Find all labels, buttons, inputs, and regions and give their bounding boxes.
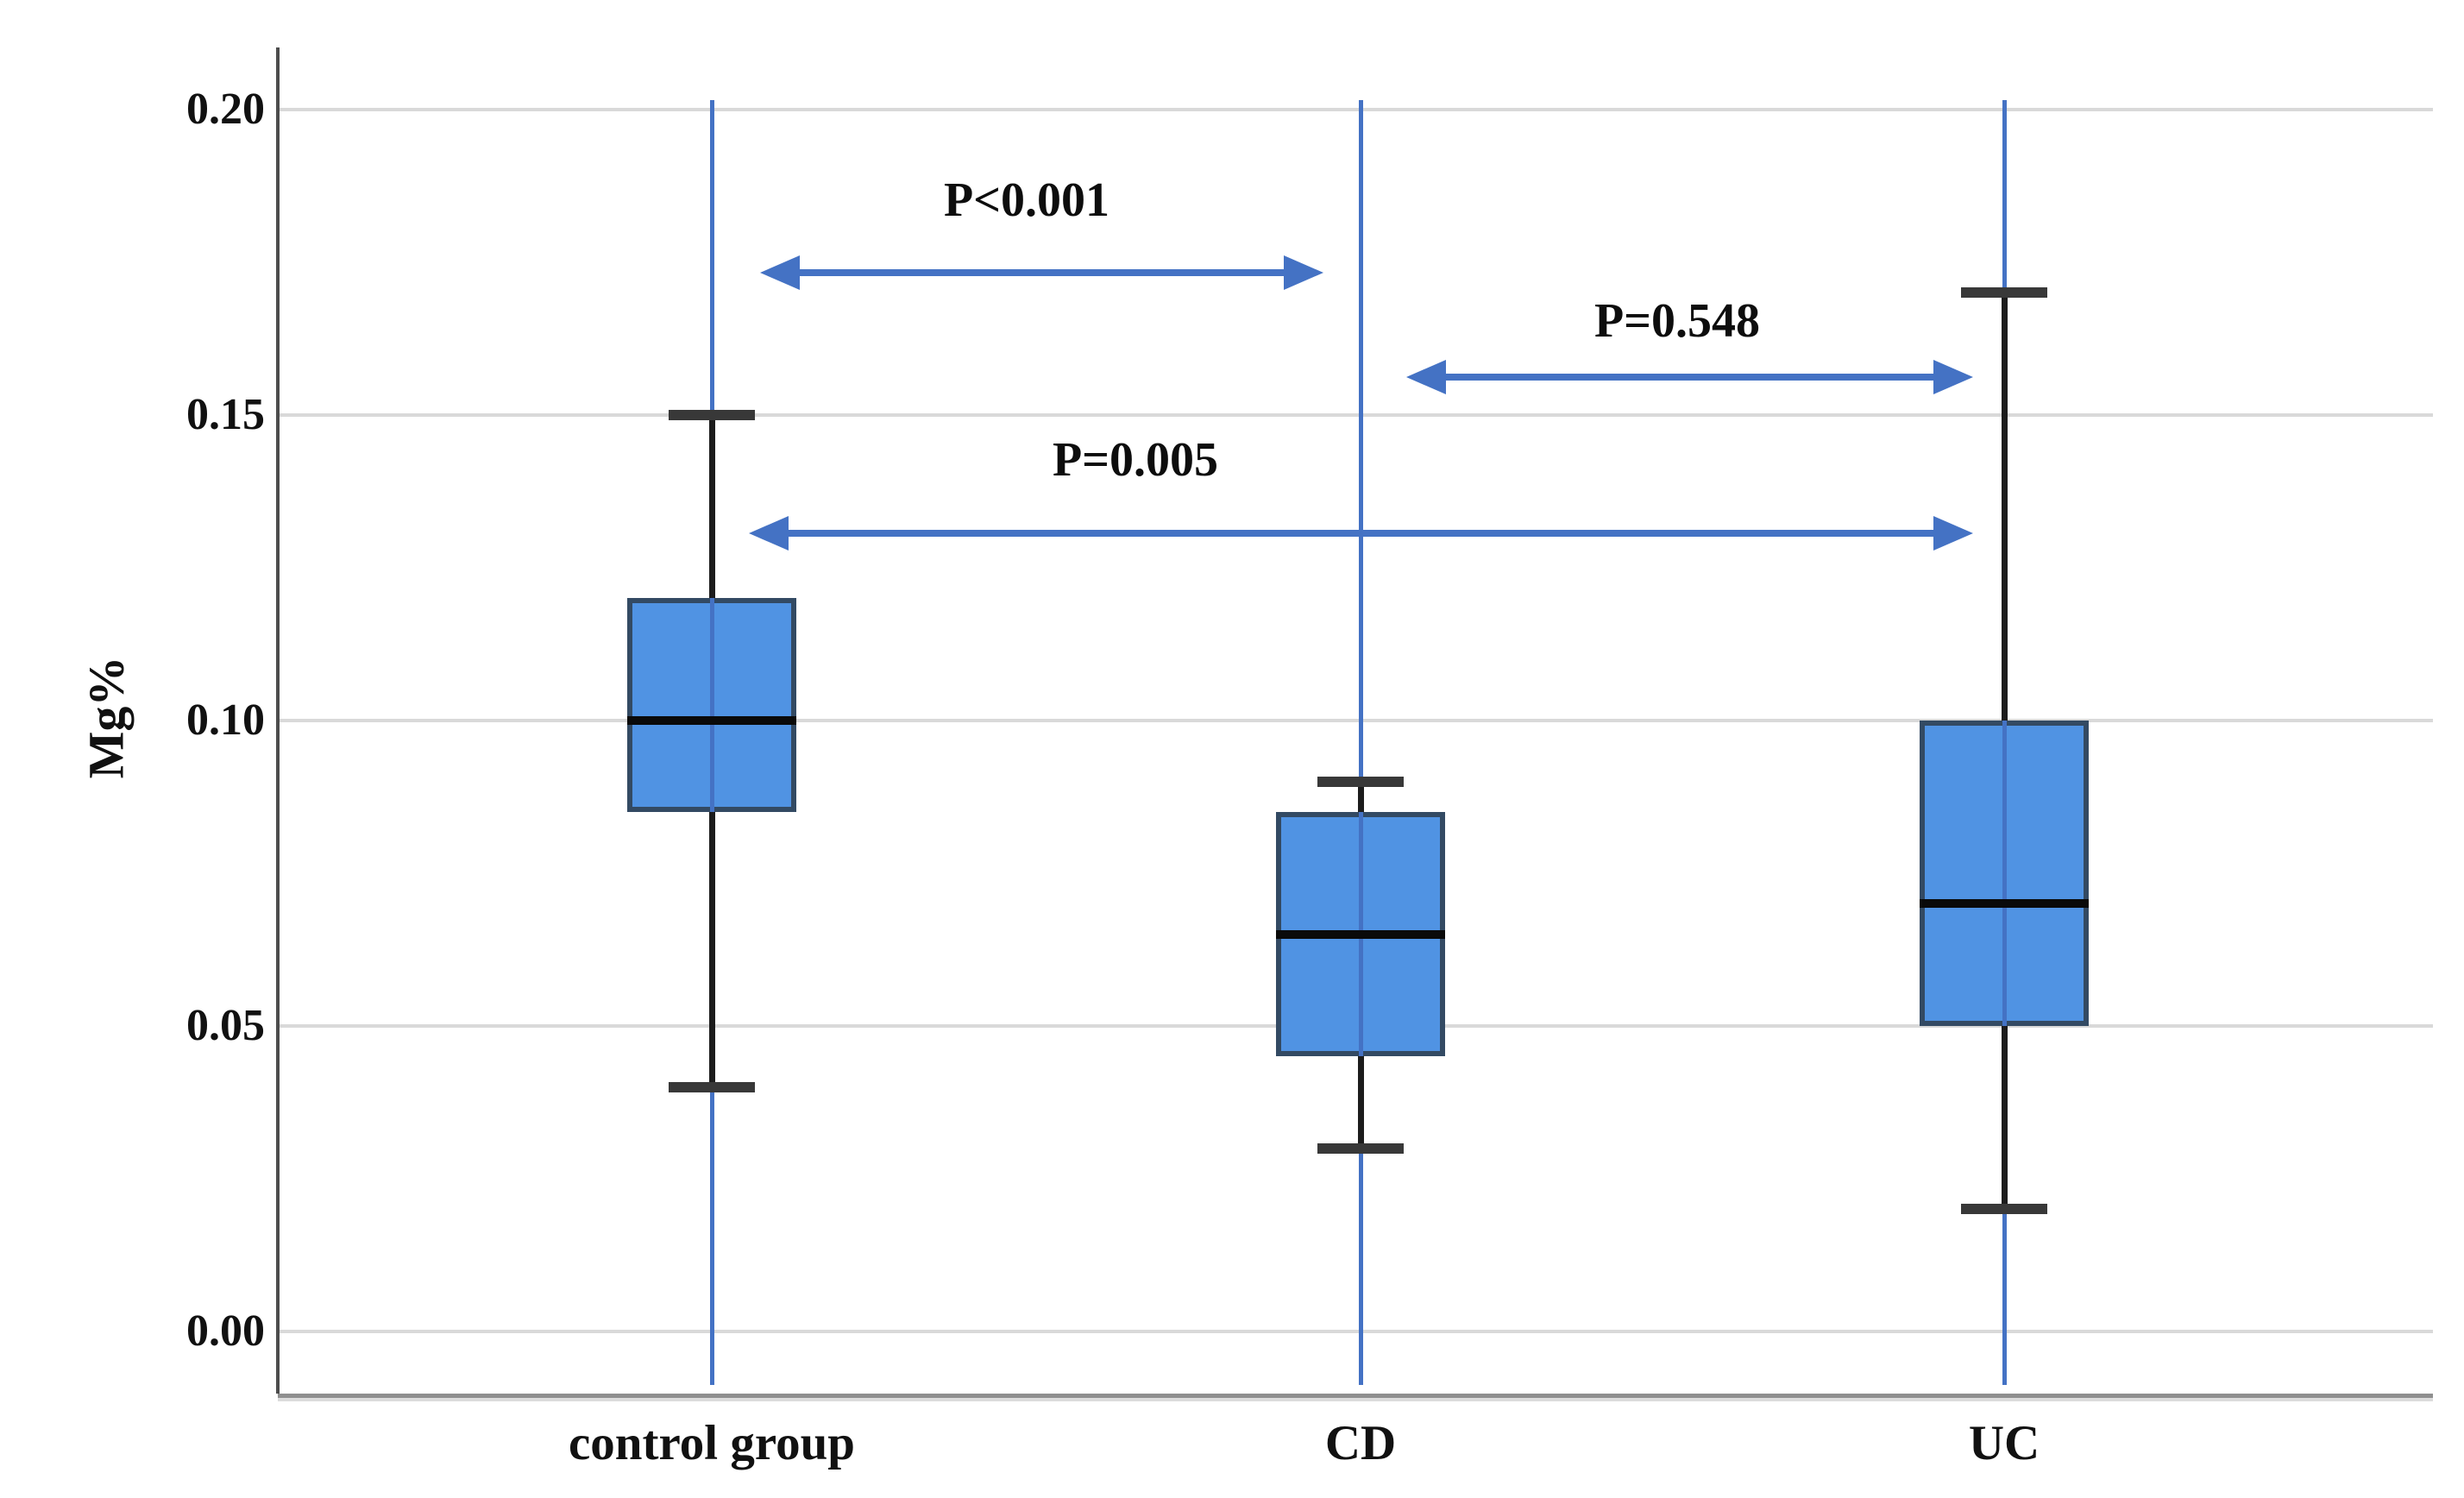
lower-whisker-cap (1961, 1204, 2047, 1215)
arrow-shaft (780, 530, 1942, 537)
pvalue-label: P=0.005 (1052, 433, 1219, 487)
median-line (627, 716, 796, 725)
upper-whisker-line (1358, 781, 1364, 813)
arrow-head-left-icon (749, 516, 789, 551)
category-axis-line (710, 100, 714, 1385)
category-axis-line (2002, 100, 2007, 1385)
upper-whisker-cap (1961, 287, 2047, 299)
arrow-head-right-icon (1933, 516, 1973, 551)
gridline (278, 1330, 2433, 1333)
upper-whisker-cap (1317, 776, 1404, 787)
x-axis-line (278, 1394, 2433, 1398)
arrow-head-left-icon (1406, 360, 1446, 394)
lower-whisker-line (2002, 1026, 2008, 1210)
arrow-shaft (1437, 374, 1942, 381)
pvalue-arrow (1406, 360, 1973, 394)
y-axis-line (276, 47, 280, 1394)
arrow-head-right-icon (1284, 255, 1323, 290)
pvalue-label: P=0.548 (1593, 294, 1761, 348)
pvalue-arrow (749, 516, 1973, 551)
arrow-head-left-icon (760, 255, 800, 290)
category-axis-line (1359, 100, 1363, 1385)
y-tick-label: 0.00 (186, 1306, 265, 1356)
upper-whisker-line (2002, 293, 2008, 721)
arrow-head-right-icon (1933, 360, 1973, 394)
y-tick-label: 0.10 (186, 696, 265, 745)
pvalue-label: P<0.001 (943, 173, 1110, 227)
median-line (1276, 929, 1445, 939)
lower-whisker-line (709, 812, 715, 1087)
y-tick-label: 0.15 (186, 390, 265, 439)
arrow-shaft (791, 269, 1292, 276)
x-category-label: UC (1968, 1416, 2040, 1470)
upper-whisker-cap (669, 410, 755, 420)
gridline (278, 413, 2433, 417)
x-category-label: CD (1324, 1416, 1397, 1470)
lower-whisker-line (1358, 1056, 1364, 1149)
gridline (278, 108, 2433, 111)
upper-whisker-line (709, 415, 715, 599)
pvalue-arrow (760, 255, 1323, 290)
gridline (278, 719, 2433, 722)
x-category-label: control group (568, 1416, 855, 1470)
lower-whisker-cap (1317, 1142, 1404, 1154)
y-tick-label: 0.20 (186, 85, 265, 134)
median-line (1920, 899, 2089, 909)
lower-whisker-cap (669, 1081, 755, 1092)
y-tick-label: 0.05 (186, 1001, 265, 1050)
